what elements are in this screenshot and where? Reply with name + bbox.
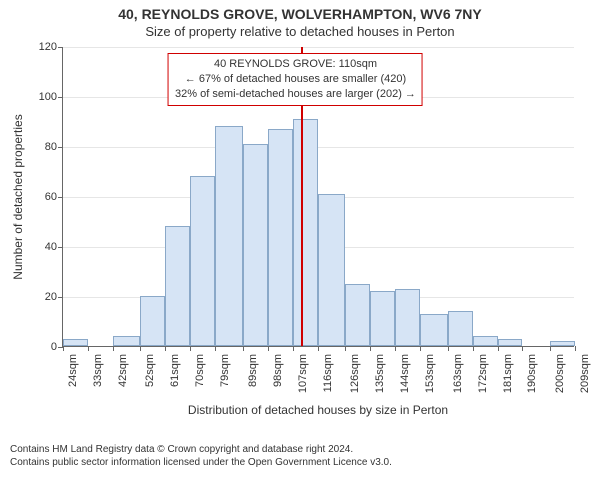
x-tick-label: 200sqm — [554, 354, 566, 393]
histogram-chart: 0 20 40 60 80 100 120 24sqm 33sqm 42sqm 52sqm 61sqm… — [0, 39, 600, 439]
x-tick — [575, 346, 576, 351]
histogram-bar — [318, 194, 346, 347]
x-tick — [268, 346, 269, 351]
x-tick — [293, 346, 294, 351]
y-tick-label: 120 — [39, 41, 63, 53]
footer-line: Contains HM Land Registry data © Crown c… — [10, 443, 590, 456]
x-tick — [318, 346, 319, 351]
histogram-bar — [420, 314, 448, 347]
x-tick-label: 61sqm — [169, 354, 181, 387]
y-tick-label: 20 — [45, 291, 63, 303]
gridline — [63, 47, 574, 48]
x-tick — [140, 346, 141, 351]
x-tick-label: 116sqm — [322, 354, 334, 392]
histogram-bar — [243, 144, 268, 347]
x-tick-label: 181sqm — [502, 354, 514, 393]
y-tick-label: 100 — [39, 91, 63, 103]
page-subtitle: Size of property relative to detached ho… — [0, 22, 600, 39]
x-tick-label: 98sqm — [272, 354, 284, 387]
histogram-bar — [113, 336, 141, 346]
x-tick-label: 33sqm — [92, 354, 104, 387]
x-tick-label: 153sqm — [424, 354, 436, 393]
page-title: 40, REYNOLDS GROVE, WOLVERHAMPTON, WV6 7… — [0, 0, 600, 22]
x-tick-label: 79sqm — [219, 354, 231, 387]
annotation-line: 40 REYNOLDS GROVE: 110sqm — [175, 57, 416, 72]
histogram-bar — [190, 176, 215, 346]
x-tick-label: 172sqm — [477, 354, 489, 393]
x-tick-label: 190sqm — [526, 354, 538, 393]
histogram-bar — [498, 339, 523, 347]
x-tick — [550, 346, 551, 351]
x-tick — [420, 346, 421, 351]
histogram-bar — [550, 341, 575, 346]
histogram-bar — [140, 296, 165, 346]
histogram-bar — [370, 291, 395, 346]
gridline — [63, 147, 574, 148]
x-tick-label: 209sqm — [579, 354, 591, 393]
x-tick — [522, 346, 523, 351]
histogram-bar — [395, 289, 420, 347]
x-tick-label: 144sqm — [399, 354, 411, 393]
histogram-bar — [473, 336, 498, 346]
x-tick — [243, 346, 244, 351]
y-tick-label: 40 — [45, 241, 63, 253]
footer-line: Contains public sector information licen… — [10, 456, 590, 469]
x-tick-label: 42sqm — [117, 354, 129, 387]
x-tick — [190, 346, 191, 351]
histogram-bar — [448, 311, 473, 346]
annotation-box: 40 REYNOLDS GROVE: 110sqm← 67% of detach… — [168, 53, 423, 106]
x-tick — [113, 346, 114, 351]
x-tick-label: 163sqm — [452, 354, 464, 393]
histogram-bar — [215, 126, 243, 346]
x-tick — [345, 346, 346, 351]
x-tick-label: 52sqm — [144, 354, 156, 387]
x-tick-label: 135sqm — [374, 354, 386, 393]
x-tick-label: 24sqm — [67, 354, 79, 387]
x-tick — [498, 346, 499, 351]
x-tick-label: 107sqm — [297, 354, 309, 393]
x-axis-label: Distribution of detached houses by size … — [188, 403, 448, 417]
y-tick-label: 0 — [51, 341, 63, 353]
x-tick-label: 70sqm — [194, 354, 206, 387]
histogram-bar — [268, 129, 293, 347]
attribution-footer: Contains HM Land Registry data © Crown c… — [0, 439, 600, 469]
histogram-bar — [165, 226, 190, 346]
x-tick — [88, 346, 89, 351]
x-tick-label: 89sqm — [247, 354, 259, 387]
x-tick — [448, 346, 449, 351]
x-tick — [63, 346, 64, 351]
annotation-line: ← 67% of detached houses are smaller (42… — [175, 72, 416, 87]
histogram-bar — [63, 339, 88, 347]
y-tick-label: 60 — [45, 191, 63, 203]
plot-area: 02040608010012024sqm33sqm42sqm52sqm61sqm… — [62, 47, 574, 347]
y-tick-label: 80 — [45, 141, 63, 153]
x-tick — [473, 346, 474, 351]
x-tick — [165, 346, 166, 351]
annotation-line: 32% of semi-detached houses are larger (… — [175, 87, 416, 102]
x-tick — [395, 346, 396, 351]
y-axis-label: Number of detached properties — [11, 114, 25, 279]
x-tick — [370, 346, 371, 351]
histogram-bar — [345, 284, 370, 347]
x-tick — [215, 346, 216, 351]
x-tick-label: 126sqm — [349, 354, 361, 393]
histogram-bar — [293, 119, 318, 347]
